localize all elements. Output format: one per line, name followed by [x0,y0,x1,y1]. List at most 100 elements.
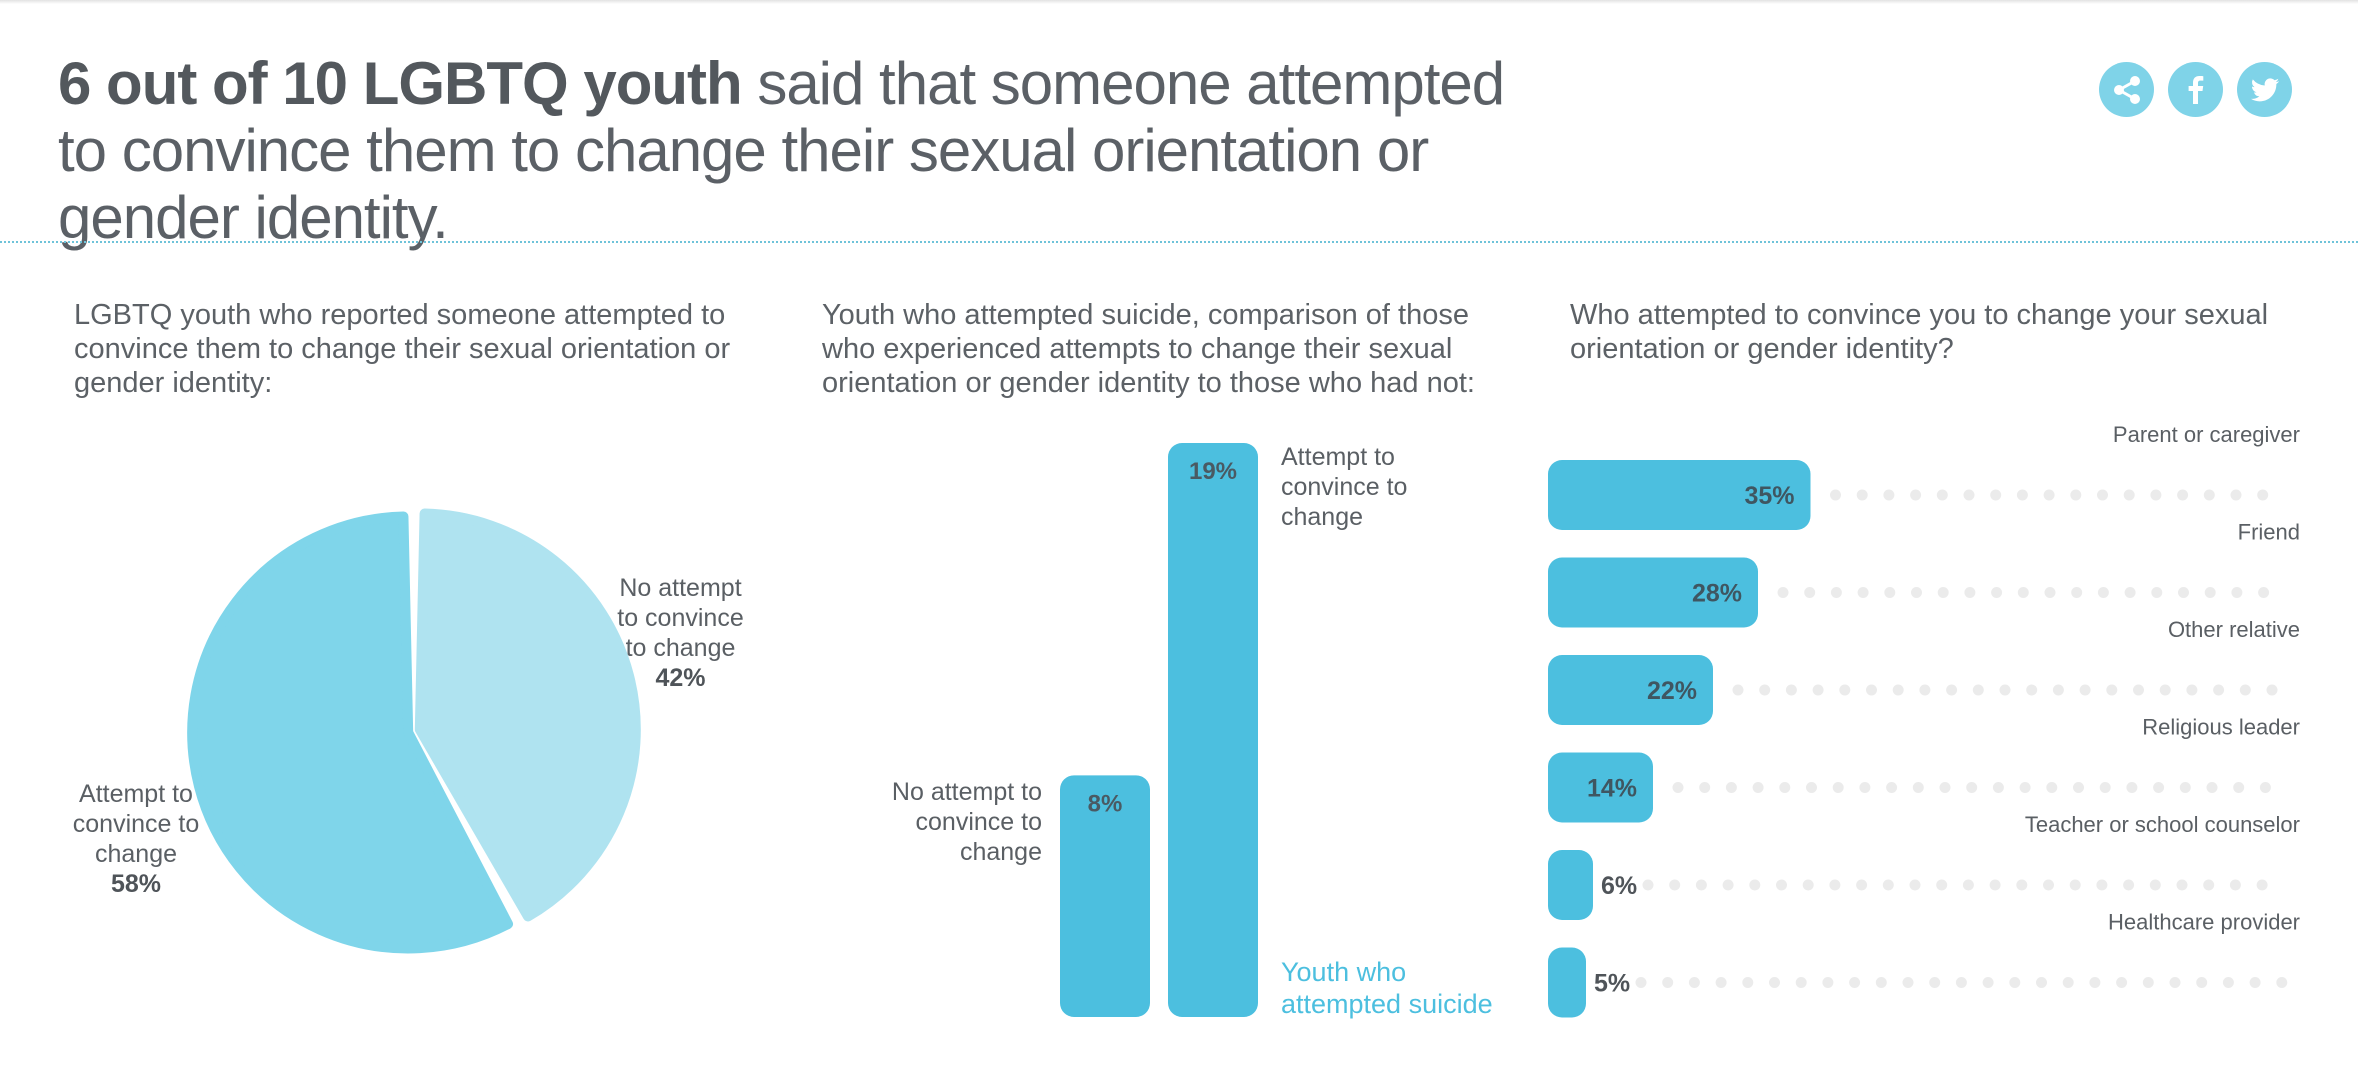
social-buttons [2099,62,2292,117]
track-dot [2151,587,2163,598]
share-button[interactable] [2099,62,2154,117]
pie-chart [187,508,641,954]
track-dot [2239,684,2251,696]
track-dot [1919,684,1931,696]
track-dot [1669,879,1681,891]
track-dot [2133,684,2144,696]
facebook-icon [2188,75,2203,104]
track-dot [1857,587,1869,598]
page-title: 6 out of 10 LGBTQ youth said that someon… [58,50,1538,251]
track-dot [1955,977,1967,988]
pie-slice-attempt [187,511,514,954]
track-dot [2231,587,2243,598]
track-dot [2153,782,2165,793]
track-dot [1990,489,2002,501]
hbar-dot-track [1830,489,2269,501]
panel3-subtitle: Who attempted to convince you to change … [1570,299,2269,365]
track-dot [2079,684,2091,696]
track-dot [2069,879,2081,891]
track-dot [1672,782,1684,793]
track-dot [2176,879,2188,891]
track-dot [1812,684,1824,696]
track-dot [1749,879,1761,891]
track-dot [1886,782,1898,793]
share-icon [2113,75,2140,104]
track-dot [1875,977,1887,988]
track-dot [2016,879,2028,891]
track-dot [2124,587,2136,598]
track-dot [2196,977,2208,988]
track-dot [2009,977,2021,988]
track-dot [2177,489,2189,501]
hbar-value-label: 35% [1744,482,1794,510]
track-dot [1830,587,1842,598]
track-dot [2266,684,2278,696]
hbar-bar [1548,752,1653,823]
track-dot [2233,782,2245,793]
vbar-legend: Youth who attempted suicide [1281,957,1493,1019]
hbar-category-label: Friend [2238,520,2300,545]
track-dot [1939,782,1951,793]
track-dot [1962,879,1974,891]
track-dot [2178,587,2189,598]
track-dot [1912,782,1924,793]
hbar-category-label: Teacher or school counselor [2025,812,2300,837]
twitter-icon [2250,77,2279,101]
track-dot [2062,977,2074,988]
hbar-category-label: Religious leader [2142,715,2300,740]
track-dot [2116,977,2128,988]
headline-bold: 6 out of 10 LGBTQ youth [58,50,743,117]
hbar-bar [1548,655,1713,725]
track-dot [1882,879,1894,891]
track-dot [1937,587,1949,598]
track-dot [2097,587,2109,598]
track-dot [2017,587,2029,598]
track-dot [1635,977,1647,988]
track-dot [2026,684,2038,696]
hbar-bar [1548,460,1811,530]
track-dot [1752,782,1764,793]
track-dot [1884,587,1896,598]
track-dot [1963,489,1975,501]
twitter-button[interactable] [2237,62,2292,117]
track-dot [2070,489,2082,501]
track-dot [2179,782,2191,793]
pie-label-no-attempt: No attempt to convince to change 42% [608,573,753,693]
track-dot [2089,977,2101,988]
track-dot [1722,879,1734,891]
hbar-category-label: Parent or caregiver [2113,422,2300,447]
track-dot [2206,782,2218,793]
track-dot [2257,489,2269,501]
hbar-bar [1548,850,1593,920]
track-dot [1777,587,1789,598]
track-dot [2159,684,2171,696]
top-shadow [0,0,2358,4]
track-dot [2204,587,2216,598]
track-dot [1776,879,1787,891]
track-dot [1830,489,1841,501]
hbar-dot-track [1642,879,2268,891]
track-dot [2213,684,2225,696]
vbar-attempt [1168,443,1258,1017]
hbar-value-label: 14% [1587,775,1637,803]
hbar-dot-track [1777,587,2270,598]
track-dot [1982,977,1994,988]
track-dot [2222,977,2234,988]
hbar-category-label: Healthcare provider [2108,910,2300,935]
vbar-value-label: 19% [1189,458,1237,485]
track-dot [1832,782,1844,793]
hbar-value-label: 28% [1692,580,1742,608]
track-dot [1902,977,1914,988]
track-dot [1822,977,1834,988]
pie-slice-no-attempt [414,508,641,922]
hbar-bar [1548,557,1758,628]
vbar-no-attempt [1060,775,1150,1017]
facebook-button[interactable] [2168,62,2223,117]
track-dot [1725,782,1737,793]
track-dot [1966,782,1978,793]
track-dot [1856,879,1868,891]
pie-pct-attempt: 58% [110,870,162,898]
track-dot [2229,879,2241,891]
track-dot [1999,684,2011,696]
track-dot [1989,879,2001,891]
